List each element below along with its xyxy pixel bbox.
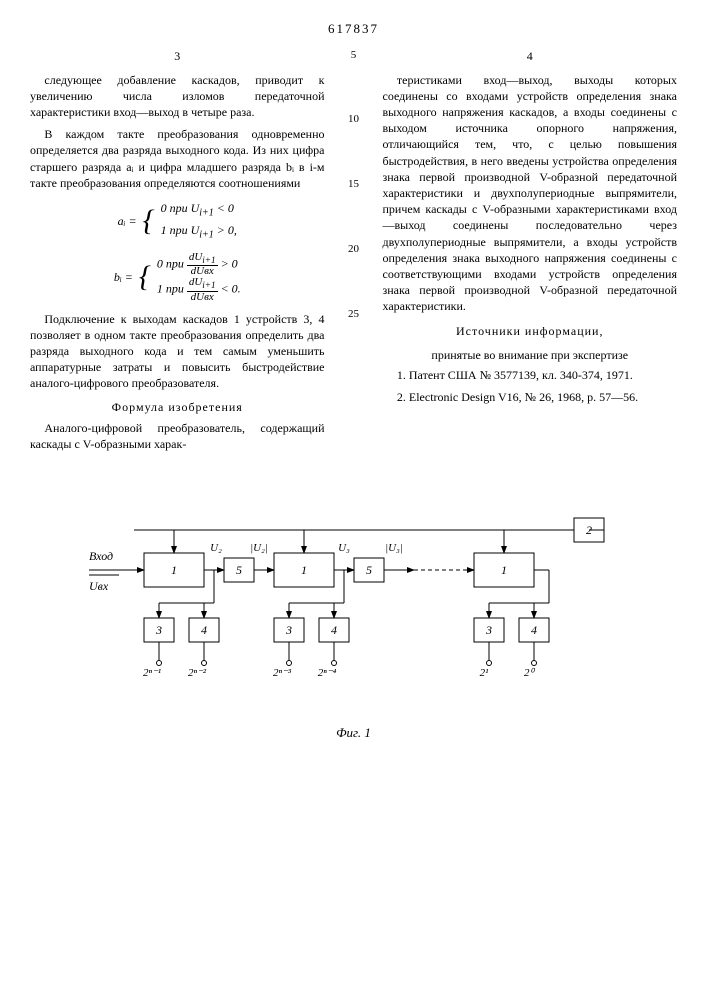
svg-text:U₂: U₂ (210, 542, 222, 554)
block-diagram: ВходUвх151512343434U₂|U₂|U₃|U₃|2ⁿ⁻¹2ⁿ⁻²2… (74, 508, 634, 718)
figure-1: ВходUвх151512343434U₂|U₂|U₃|U₃|2ⁿ⁻¹2ⁿ⁻²2… (30, 508, 677, 718)
svg-text:2ⁿ⁻²: 2ⁿ⁻² (187, 667, 206, 679)
para: теристиками вход—выход, выходы которых с… (383, 72, 678, 315)
svg-text:4: 4 (201, 623, 207, 637)
svg-text:4: 4 (531, 623, 537, 637)
reference-item: 2. Electronic Design V16, № 26, 1968, р.… (383, 389, 678, 405)
cases: 0 при dUi+1 dUвх > 0 1 при dUi+1 dUвх < … (157, 252, 241, 303)
left-column: 3 следующее добавление каскадов, приводи… (30, 48, 325, 459)
brace-icon: { (143, 212, 155, 230)
lhs: aᵢ = (118, 212, 137, 231)
line-marker: 25 (345, 307, 363, 322)
svg-text:1: 1 (501, 563, 507, 577)
doc-number: 617837 (30, 20, 677, 38)
line-marker: 15 (345, 177, 363, 192)
svg-text:2⁰: 2⁰ (524, 667, 536, 679)
svg-text:2¹: 2¹ (479, 667, 488, 679)
cases: 0 при Ui+1 < 0 1 при Ui+1 > 0, (161, 199, 237, 244)
svg-text:|U₂|: |U₂| (250, 542, 268, 554)
svg-text:U₃: U₃ (338, 542, 350, 554)
line-number-gutter: 5 10 15 20 25 (345, 48, 363, 459)
svg-text:3: 3 (485, 623, 492, 637)
col-header-left: 3 (30, 48, 325, 64)
svg-text:|U₃|: |U₃| (385, 542, 403, 554)
svg-text:Вход: Вход (89, 549, 113, 563)
svg-text:2ⁿ⁻³: 2ⁿ⁻³ (272, 667, 291, 679)
text-columns: 3 следующее добавление каскадов, приводи… (30, 48, 677, 459)
col-header-right: 4 (383, 48, 678, 64)
fraction: dUi+1 dUвх (187, 252, 218, 277)
svg-text:1: 1 (171, 563, 177, 577)
line-marker: 5 (345, 48, 363, 63)
para: Подключение к выходам каскадов 1 устройс… (30, 311, 325, 392)
para: В каждом такте преобразования одновремен… (30, 126, 325, 191)
lhs: bᵢ = (114, 268, 133, 287)
right-column: 4 теристиками вход—выход, выходы которых… (383, 48, 678, 459)
brace-icon: { (139, 268, 151, 286)
svg-text:3: 3 (155, 623, 162, 637)
svg-text:4: 4 (331, 623, 337, 637)
fraction: dUi+1 dUвх (187, 277, 218, 302)
line-marker: 10 (345, 112, 363, 127)
para: следующее добавление каскадов, приводит … (30, 72, 325, 121)
formula-b: bᵢ = { 0 при dUi+1 dUвх > 0 1 при dUi+1 … (30, 252, 325, 303)
svg-text:5: 5 (236, 563, 242, 577)
svg-text:5: 5 (366, 563, 372, 577)
para: Аналого-цифровой преобразователь, содерж… (30, 420, 325, 452)
svg-text:2ⁿ⁻¹: 2ⁿ⁻¹ (142, 667, 160, 679)
refs-subtitle: принятые во внимание при экспертизе (383, 347, 678, 363)
line-marker: 20 (345, 242, 363, 257)
svg-text:Uвх: Uвх (89, 579, 109, 593)
reference-item: 1. Патент США № 3577139, кл. 340-374, 19… (383, 367, 678, 383)
figure-label: Фиг. 1 (30, 724, 677, 742)
svg-text:2ⁿ⁻⁴: 2ⁿ⁻⁴ (317, 667, 336, 679)
claim-title: Формула изобретения (30, 399, 325, 415)
svg-text:3: 3 (285, 623, 292, 637)
refs-title: Источники информации, (383, 323, 678, 339)
svg-text:1: 1 (301, 563, 307, 577)
formula-a: aᵢ = { 0 при Ui+1 < 0 1 при Ui+1 > 0, (30, 199, 325, 244)
